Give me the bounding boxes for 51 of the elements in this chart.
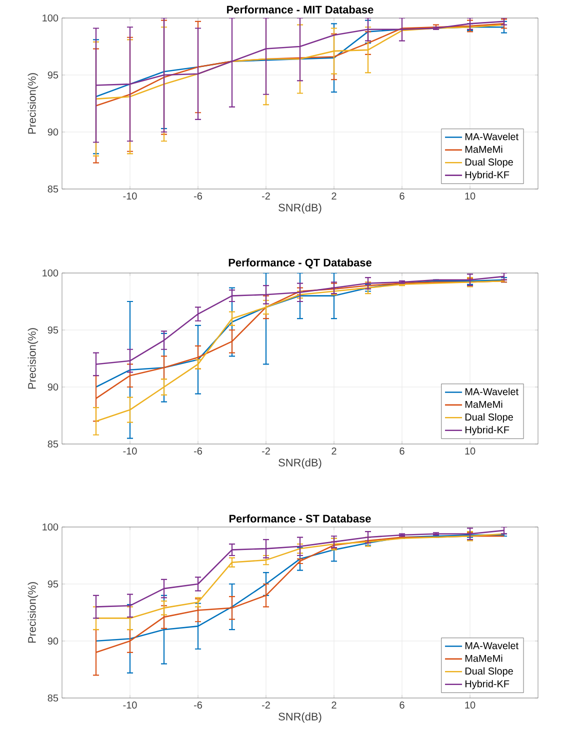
x-tick-label: 10 xyxy=(465,192,476,200)
x-tick-label: -2 xyxy=(262,448,270,454)
x-tick-label: 6 xyxy=(400,192,404,200)
y-tick-label: 90 xyxy=(48,383,58,391)
y-tick-label: 95 xyxy=(48,71,58,79)
legend-label: Dual Slope xyxy=(465,667,513,677)
chart-title: Performance - QT Database xyxy=(228,258,372,269)
x-tick-label: -6 xyxy=(194,192,202,200)
x-tick-label: -10 xyxy=(123,192,137,200)
x-tick-label: 2 xyxy=(332,192,336,200)
x-tick-label: -6 xyxy=(194,448,202,455)
x-tick-label: 2 xyxy=(332,448,336,454)
x-tick-label: 6 xyxy=(400,448,404,455)
legend-label: Hybrid-KF xyxy=(465,680,510,690)
legend-label: Dual Slope xyxy=(465,158,513,168)
x-axis-title: SNR(dB) xyxy=(278,712,322,723)
legend-label: MA-Wavelet xyxy=(465,642,518,650)
legend-label: Dual Slope xyxy=(465,413,513,423)
y-tick-label: 100 xyxy=(42,14,58,22)
x-tick-label: -10 xyxy=(123,702,137,709)
legend-label: MaMeMi xyxy=(465,400,502,408)
x-tick-label: -10 xyxy=(123,448,137,455)
y-tick-label: 95 xyxy=(48,580,58,588)
legend-label: MA-Wavelet xyxy=(465,132,518,140)
y-tick-label: 85 xyxy=(48,185,58,193)
legend-label: MA-Wavelet xyxy=(465,388,518,396)
x-tick-label: -2 xyxy=(262,192,270,200)
y-tick-label: 95 xyxy=(48,326,58,334)
legend-label: Hybrid-KF xyxy=(465,170,510,180)
y-tick-label: 85 xyxy=(48,694,58,702)
x-axis-title: SNR(dB) xyxy=(278,203,322,214)
x-tick-label: -2 xyxy=(262,702,270,708)
x-tick-label: 2 xyxy=(332,702,336,708)
y-tick-label: 100 xyxy=(42,269,58,277)
legend-label: MaMeMi xyxy=(465,146,502,153)
x-tick-label: -6 xyxy=(194,702,202,709)
y-tick-label: 90 xyxy=(48,637,58,645)
legend-label: Hybrid-KF xyxy=(465,426,510,436)
x-tick-label: 10 xyxy=(465,448,476,455)
y-axis-title: Precision(%) xyxy=(28,328,38,389)
legend-label: MaMeMi xyxy=(465,654,502,662)
y-axis-title: Precision(%) xyxy=(28,582,38,643)
x-tick-label: 6 xyxy=(400,702,404,709)
x-axis-title: SNR(dB) xyxy=(278,458,322,469)
x-tick-label: 10 xyxy=(465,702,476,709)
chart-title: Performance - MIT Database xyxy=(227,5,374,14)
y-axis-title: Precision(%) xyxy=(28,73,38,134)
y-tick-label: 90 xyxy=(48,128,58,136)
chart-title: Performance - ST Database xyxy=(229,514,371,523)
y-tick-label: 85 xyxy=(48,440,58,448)
y-tick-label: 100 xyxy=(42,523,58,531)
